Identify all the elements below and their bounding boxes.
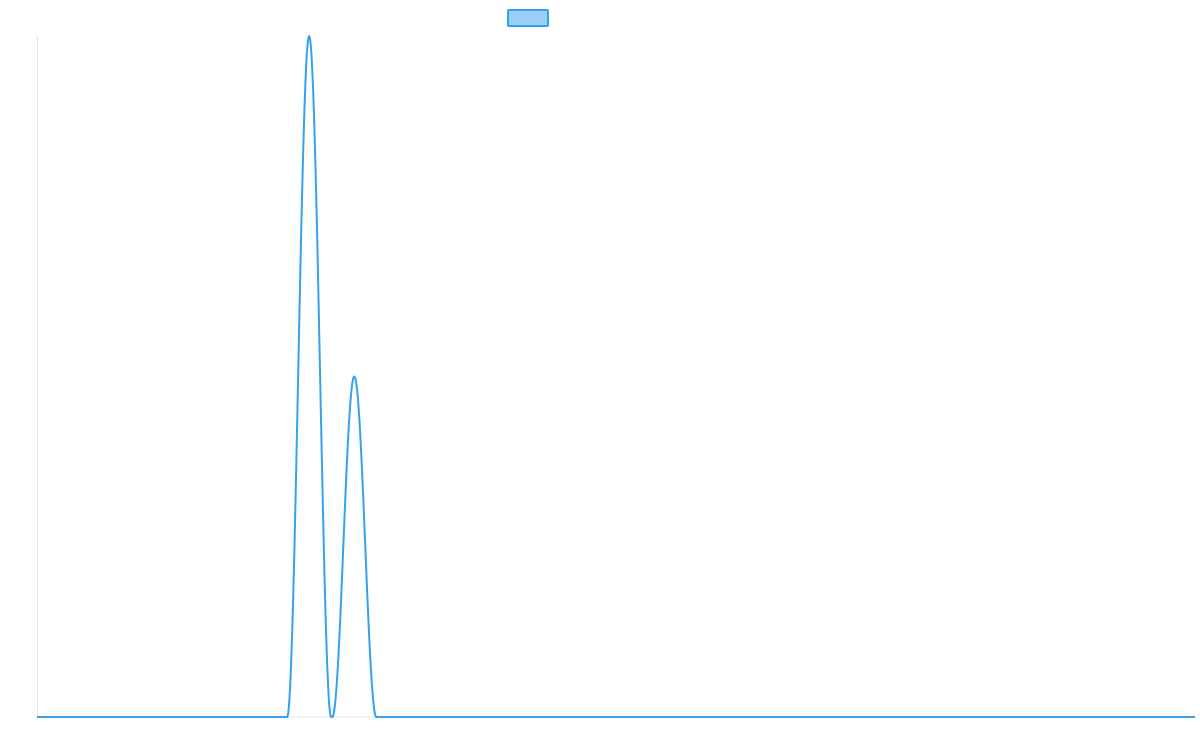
legend-swatch[interactable]: [507, 9, 549, 27]
series-layer: [36, 35, 1196, 718]
series-line-0: [36, 35, 1196, 718]
